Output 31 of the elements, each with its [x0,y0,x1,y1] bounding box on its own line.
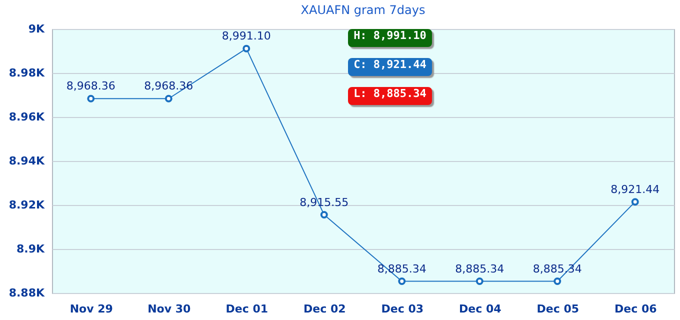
point [476,278,484,285]
point [554,278,562,285]
point [398,278,406,285]
x-tick-label: Nov 29 [70,302,113,316]
y-tick-label: 8.92K [8,198,45,212]
x-tick-label: Nov 30 [148,302,192,316]
x-tick-label: Dec 05 [536,302,579,316]
data-label: 8,968.36 [66,80,116,93]
x-tick-label: Dec 01 [226,302,268,316]
annotation: H: 8,991.10 [348,29,432,47]
annotation: L: 8,885.34 [348,87,432,105]
y-tick-label: 8.9K [16,242,45,256]
data-label: 8,921.44 [610,182,660,196]
point [87,94,95,102]
y-tick-label: 8.96K [8,110,45,124]
point [242,44,250,52]
y-tick-label: 8.94K [8,154,45,168]
data-label: 8,885.34 [455,262,504,276]
point [164,94,172,102]
data-label: 8,991.10 [222,30,271,43]
point [320,211,328,219]
y-tick-label: 9K [28,22,45,36]
chart-title: XAUAFN gram 7days [300,3,426,17]
point [631,198,639,206]
x-tick-label: Dec 04 [459,302,502,316]
y-tick-label: 8.98K [8,66,45,80]
x-tick-label: Dec 03 [381,302,424,316]
x-tick-label: Dec 06 [614,302,658,316]
x-tick-label: Dec 02 [304,302,346,316]
annotation: C: 8,921.44 [348,58,432,76]
y-tick-label: 8.88K [8,286,45,300]
